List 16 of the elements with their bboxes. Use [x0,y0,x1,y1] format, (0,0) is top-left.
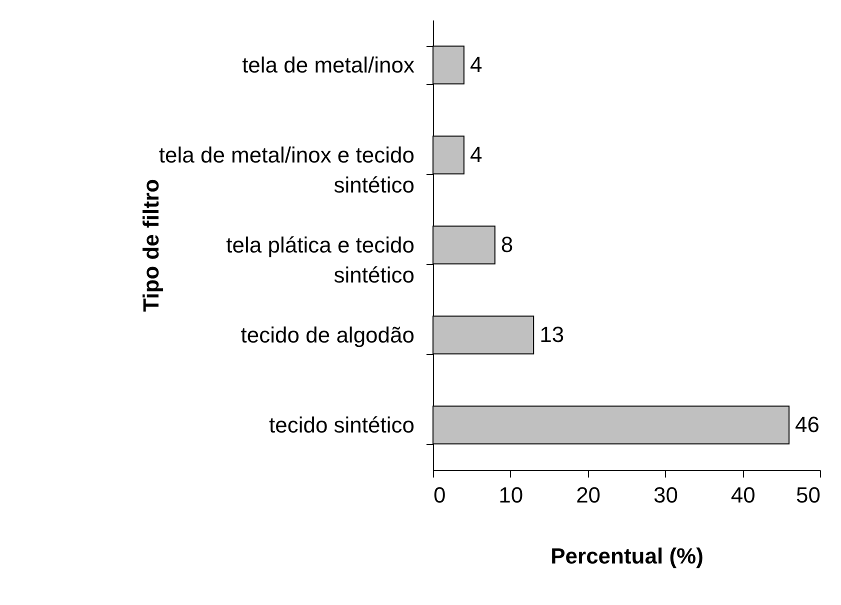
x-tick-label: 40 [730,482,756,508]
x-tick-label: 50 [796,482,820,508]
x-tick-label: 20 [576,482,601,508]
x-tick-label: 30 [653,482,678,508]
data-label: 4 [470,52,482,77]
y-tick-label: tela plática e tecido sintético [226,232,414,288]
data-label: 8 [500,232,514,257]
data-label: 13 [540,322,564,347]
y-tick-label: tecido de algodão [240,322,414,348]
y-tick-label: tela de metal/inox [242,52,414,78]
data-label: 46 [795,412,820,437]
x-tick-label: 10 [498,482,524,508]
x-axis-title: Percentual (%) [550,544,704,568]
data-label: 4 [470,142,482,167]
y-tick-label: tecido sintético [268,412,414,438]
x-tick-label: 0 [434,482,446,508]
